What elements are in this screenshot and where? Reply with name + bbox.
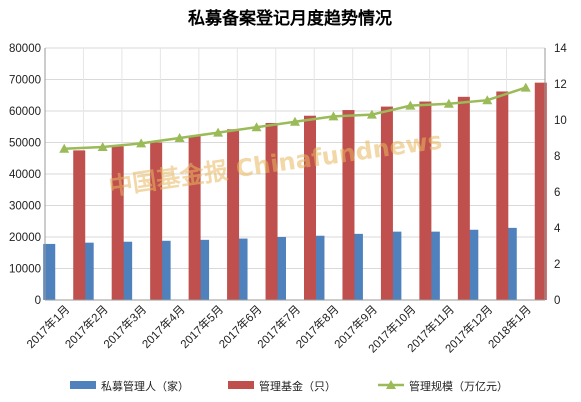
- right-axis-tick-label: 6: [554, 187, 560, 199]
- bar-funds: [265, 122, 278, 300]
- bar-managers: [43, 243, 56, 300]
- legend-swatch-marker: [386, 380, 396, 389]
- bar-funds: [73, 150, 86, 300]
- line-point-scale: [174, 133, 185, 142]
- right-axis-tick-label: 12: [554, 79, 567, 91]
- bar-funds: [380, 106, 393, 300]
- bar-managers: [120, 241, 133, 300]
- left-axis-tick-label: 80000: [9, 43, 41, 55]
- bar-funds: [111, 146, 124, 300]
- bar-funds: [419, 101, 432, 300]
- legend-label: 管理规模（万亿元）: [409, 379, 508, 393]
- legend-label: 管理基金（只）: [259, 379, 336, 393]
- line-point-scale: [97, 142, 108, 151]
- bar-funds: [227, 129, 240, 300]
- line-point-scale: [251, 122, 262, 132]
- bars: [43, 82, 547, 301]
- right-axis-tick-label: 0: [554, 295, 560, 307]
- bar-funds: [188, 136, 201, 300]
- chart-title: 私募备案登记月度趋势情况: [188, 8, 392, 29]
- line-point-scale: [290, 116, 300, 126]
- line-point-scale: [136, 138, 147, 148]
- right-axis-tick-label: 4: [554, 223, 561, 235]
- left-axis-tick-label: 30000: [9, 201, 41, 213]
- left-axis-tick-label: 60000: [9, 106, 41, 118]
- bar-funds: [534, 82, 547, 301]
- line-point-scale: [328, 111, 339, 121]
- left-axis-tick-label: 10000: [9, 264, 41, 276]
- right-axis-tick-label: 14: [554, 43, 567, 55]
- line-point-scale: [59, 143, 70, 153]
- bar-funds: [342, 110, 355, 301]
- axes: 0 10000 20000 30000 40000 50000 60000 70000 8000…: [9, 43, 567, 356]
- legend-swatch: [70, 381, 96, 389]
- right-axis-tick-label: 8: [554, 151, 560, 163]
- line-point-scale: [482, 95, 493, 105]
- right-axis-tick-label: 10: [554, 115, 567, 127]
- bar-funds: [150, 142, 163, 300]
- legend: 私募管理人（家） 管理基金（只） 管理规模（万亿元）: [70, 379, 508, 393]
- bar-funds: [304, 115, 316, 300]
- line-point-scale: [443, 98, 454, 108]
- right-axis-tick-label: 2: [554, 259, 560, 271]
- line-point-scale: [213, 127, 224, 137]
- left-axis-tick-label: 50000: [9, 138, 41, 150]
- left-axis-tick-label: 70000: [9, 75, 41, 87]
- line-point-scale: [366, 109, 377, 119]
- line-series: [59, 82, 531, 153]
- line-point-scale: [405, 100, 416, 110]
- bar-funds: [496, 91, 509, 300]
- left-axis-tick-label: 0: [35, 295, 41, 307]
- left-axis-tick-label: 40000: [9, 169, 41, 181]
- legend-swatch: [228, 381, 254, 389]
- left-axis-tick-label: 20000: [9, 232, 41, 244]
- bar-funds: [457, 96, 470, 300]
- legend-label: 私募管理人（家）: [101, 379, 189, 393]
- line-point-scale: [520, 82, 531, 92]
